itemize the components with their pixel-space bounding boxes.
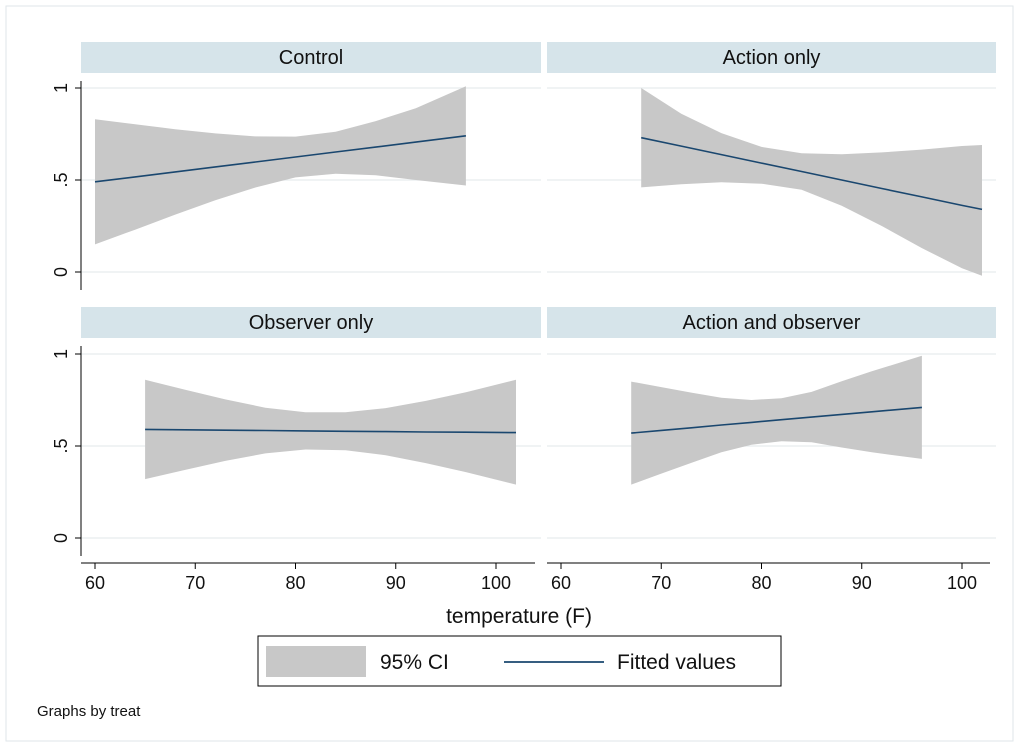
x-tick-label-observer-only-3: 90 (386, 573, 406, 593)
panel-control: Control 0 .5 1 (51, 42, 541, 290)
graph-note: Graphs by treat (37, 703, 141, 720)
legend-fit-label: Fitted values (617, 651, 736, 674)
x-tick-label-observer-only-0: 60 (85, 573, 105, 593)
panel-strip-control (81, 42, 541, 73)
x-tick-label-observer-only-2: 80 (285, 573, 305, 593)
ci-band-action-only (641, 88, 982, 276)
y-tick-label-observer-only-1: .5 (51, 438, 71, 453)
panel-strip-action-only (547, 42, 996, 73)
ci-band-observer-only (145, 379, 516, 485)
y-tick-label-observer-only-0: 0 (51, 533, 71, 543)
fitted-line-control (94, 135, 466, 183)
x-tick-label-action-and-observer-1: 70 (651, 573, 671, 593)
panel-title-action-and-observer: Action and observer (683, 312, 861, 334)
legend: 95% CI Fitted values (257, 635, 782, 687)
x-tick-label-action-and-observer-3: 90 (852, 573, 872, 593)
x-tick-label-action-and-observer-4: 100 (947, 573, 977, 593)
panel-title-action-only: Action only (723, 47, 821, 69)
panel-title-observer-only: Observer only (249, 312, 374, 334)
x-axis-label: temperature (F) (446, 605, 592, 628)
panel-strip-observer-only (81, 307, 541, 338)
panel-title-control: Control (279, 47, 343, 69)
ci-band-control (95, 86, 466, 245)
y-tick-label-control-1: .5 (51, 172, 71, 187)
x-tick-label-action-and-observer-0: 60 (551, 573, 571, 593)
x-tick-label-observer-only-1: 70 (185, 573, 205, 593)
y-tick-label-control-2: 1 (51, 83, 71, 93)
panel-plot-area-action-and-observer (547, 338, 996, 556)
panels-layer: Control 0 .5 1 Action only Observer only 0 .5 1 6… (51, 42, 996, 593)
fitted-line-observer-only (145, 428, 517, 434)
legend-ci-label: 95% CI (380, 651, 449, 674)
panel-action-and-observer: Action and observer 60 70 80 90 100 (547, 307, 996, 593)
legend-ci-swatch (266, 646, 366, 677)
y-tick-label-control-0: 0 (51, 267, 71, 277)
panel-observer-only: Observer only 0 .5 1 60 70 80 90 100 (51, 307, 541, 593)
x-tick-label-action-and-observer-2: 80 (751, 573, 771, 593)
panel-action-only: Action only (547, 42, 996, 290)
fitted-line-action-only (641, 136, 983, 211)
y-tick-label-observer-only-2: 1 (51, 349, 71, 359)
fitted-line-action-and-observer (631, 406, 922, 434)
x-tick-label-observer-only-4: 100 (481, 573, 511, 593)
panel-strip-action-and-observer (547, 307, 996, 338)
